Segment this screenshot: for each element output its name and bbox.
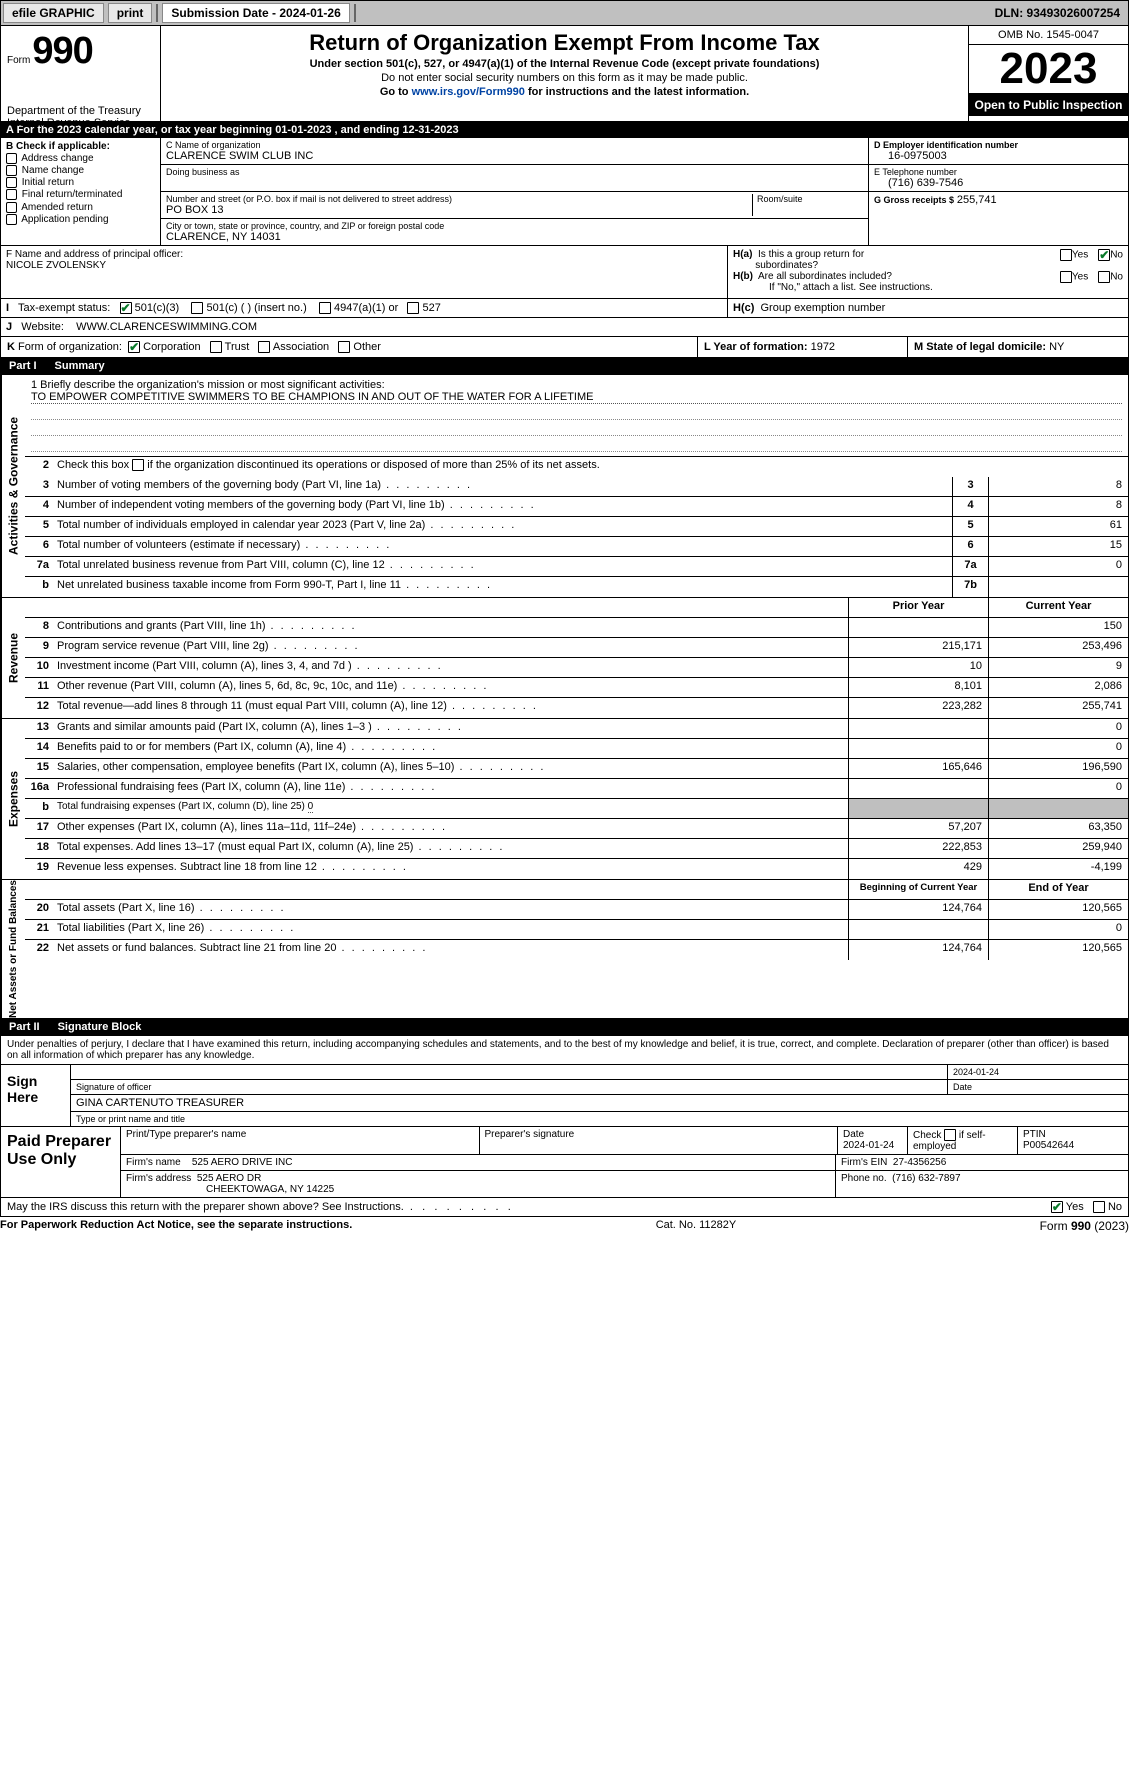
- box-c: C Name of organization CLARENCE SWIM CLU…: [161, 138, 868, 245]
- section-net-assets: Net Assets or Fund Balances Beginning of…: [0, 880, 1129, 1019]
- sign-here-label: Sign Here: [1, 1065, 71, 1126]
- officer-name-title: GINA CARTENUTO TREASURER: [71, 1095, 1128, 1111]
- table-row: 19Revenue less expenses. Subtract line 1…: [25, 859, 1128, 879]
- dept-1: Department of the Treasury: [7, 105, 154, 117]
- org-name: CLARENCE SWIM CLUB INC: [166, 150, 863, 162]
- gross-receipts: 255,741: [957, 194, 997, 206]
- table-row: 14Benefits paid to or for members (Part …: [25, 739, 1128, 759]
- vtab-revenue: Revenue: [1, 598, 25, 718]
- table-row: 9Program service revenue (Part VIII, lin…: [25, 638, 1128, 658]
- print-button[interactable]: print: [108, 3, 153, 23]
- submission-date: Submission Date - 2024-01-26: [162, 3, 349, 23]
- subtitle-3: Go to www.irs.gov/Form990 for instructio…: [169, 86, 960, 98]
- instructions-link[interactable]: www.irs.gov/Form990: [412, 86, 525, 98]
- mission-text: TO EMPOWER COMPETITIVE SWIMMERS TO BE CH…: [31, 391, 1122, 404]
- toolbar: efile GRAPHIC print Submission Date - 20…: [0, 0, 1129, 26]
- signature-block: Under penalties of perjury, I declare th…: [0, 1036, 1129, 1127]
- table-row: 10Investment income (Part VIII, column (…: [25, 658, 1128, 678]
- part-2-header: Part II Signature Block: [0, 1019, 1129, 1036]
- info-block: B Check if applicable: Address change Na…: [0, 138, 1129, 246]
- omb-number: OMB No. 1545-0047: [969, 26, 1128, 45]
- check-icon: [1098, 249, 1110, 261]
- firm-name: 525 AERO DRIVE INC: [192, 1157, 293, 1168]
- ptin: P00542644: [1023, 1140, 1074, 1151]
- subtitle-2: Do not enter social security numbers on …: [169, 72, 960, 84]
- table-row: 13Grants and similar amounts paid (Part …: [25, 719, 1128, 739]
- box-h: H(a) Is this a group return for Yes No s…: [728, 246, 1128, 298]
- table-row: 3Number of voting members of the governi…: [25, 477, 1128, 497]
- ein: 16-0975003: [874, 150, 1123, 162]
- mission: 1 Briefly describe the organization's mi…: [25, 375, 1128, 457]
- efile-label: efile GRAPHIC: [3, 3, 104, 23]
- form-label: Form: [7, 55, 30, 66]
- footer: For Paperwork Reduction Act Notice, see …: [0, 1217, 1129, 1235]
- table-row: 4Number of independent voting members of…: [25, 497, 1128, 517]
- subtitle-1: Under section 501(c), 527, or 4947(a)(1)…: [169, 58, 960, 70]
- website: WWW.CLARENCESWIMMING.COM: [76, 321, 257, 333]
- part-1-header: Part I Summary: [0, 358, 1129, 375]
- table-row: 2Check this box if the organization disc…: [25, 457, 1128, 477]
- table-row: 7aTotal unrelated business revenue from …: [25, 557, 1128, 577]
- divider: [156, 4, 158, 22]
- dln: DLN: 93493026007254: [995, 6, 1126, 20]
- box-b-title: B Check if applicable:: [6, 141, 155, 152]
- row-fh: F Name and address of principal officer:…: [0, 246, 1129, 299]
- street: PO BOX 13: [166, 204, 752, 216]
- check-icon: [1051, 1201, 1063, 1213]
- phone: (716) 639-7546: [874, 177, 1123, 189]
- table-row: 20Total assets (Part X, line 16)124,7641…: [25, 900, 1128, 920]
- vtab-governance: Activities & Governance: [1, 375, 25, 597]
- declaration: Under penalties of perjury, I declare th…: [1, 1036, 1128, 1064]
- tax-year: 2023: [969, 45, 1128, 94]
- form-number: 990: [32, 30, 92, 73]
- sig-date: 2024-01-24: [948, 1065, 1128, 1079]
- table-row: 12Total revenue—add lines 8 through 11 (…: [25, 698, 1128, 718]
- table-row: 18Total expenses. Add lines 13–17 (must …: [25, 839, 1128, 859]
- box-deg: D Employer identification number 16-0975…: [868, 138, 1128, 245]
- table-row: 22Net assets or fund balances. Subtract …: [25, 940, 1128, 960]
- firm-ein: 27-4356256: [893, 1157, 946, 1168]
- firm-phone: (716) 632-7897: [892, 1173, 960, 1184]
- table-row: 8Contributions and grants (Part VIII, li…: [25, 618, 1128, 638]
- open-inspection: Open to Public Inspection: [969, 94, 1128, 116]
- discuss-row: May the IRS discuss this return with the…: [0, 1198, 1129, 1217]
- table-row: bTotal fundraising expenses (Part IX, co…: [25, 799, 1128, 819]
- section-governance: Activities & Governance 1 Briefly descri…: [0, 375, 1129, 598]
- row-j: J Website: WWW.CLARENCESWIMMING.COM: [0, 318, 1129, 337]
- vtab-net: Net Assets or Fund Balances: [1, 880, 25, 1018]
- table-row: 11Other revenue (Part VIII, column (A), …: [25, 678, 1128, 698]
- city-state-zip: CLARENCE, NY 14031: [166, 231, 863, 243]
- domicile: NY: [1049, 341, 1064, 353]
- table-row: 15Salaries, other compensation, employee…: [25, 759, 1128, 779]
- vtab-expenses: Expenses: [1, 719, 25, 879]
- column-header: Beginning of Current Year End of Year: [25, 880, 1128, 900]
- check-icon: [120, 302, 132, 314]
- table-row: 17Other expenses (Part IX, column (A), l…: [25, 819, 1128, 839]
- prep-title: Paid Preparer Use Only: [1, 1127, 121, 1197]
- check-icon: [128, 341, 140, 353]
- table-row: bNet unrelated business taxable income f…: [25, 577, 1128, 597]
- divider: [354, 4, 356, 22]
- row-i: I Tax-exempt status: 501(c)(3) 501(c) ( …: [0, 299, 1129, 318]
- paid-preparer: Paid Preparer Use Only Print/Type prepar…: [0, 1127, 1129, 1198]
- table-row: 21Total liabilities (Part X, line 26)0: [25, 920, 1128, 940]
- form-header: Form 990 Department of the Treasury Inte…: [0, 26, 1129, 122]
- section-expenses: Expenses 13Grants and similar amounts pa…: [0, 719, 1129, 880]
- row-klm: K Form of organization: Corporation Trus…: [0, 337, 1129, 358]
- box-b: B Check if applicable: Address change Na…: [1, 138, 161, 245]
- column-header: Prior Year Current Year: [25, 598, 1128, 618]
- table-row: 5Total number of individuals employed in…: [25, 517, 1128, 537]
- officer-name: NICOLE ZVOLENSKY: [6, 260, 722, 271]
- form-title: Return of Organization Exempt From Incom…: [169, 30, 960, 56]
- year-formation: 1972: [811, 341, 835, 353]
- table-row: 6Total number of volunteers (estimate if…: [25, 537, 1128, 557]
- box-f: F Name and address of principal officer:…: [1, 246, 728, 298]
- tax-period: A For the 2023 calendar year, or tax yea…: [0, 122, 1129, 138]
- table-row: 16aProfessional fundraising fees (Part I…: [25, 779, 1128, 799]
- section-revenue: Revenue Prior Year Current Year 8Contrib…: [0, 598, 1129, 719]
